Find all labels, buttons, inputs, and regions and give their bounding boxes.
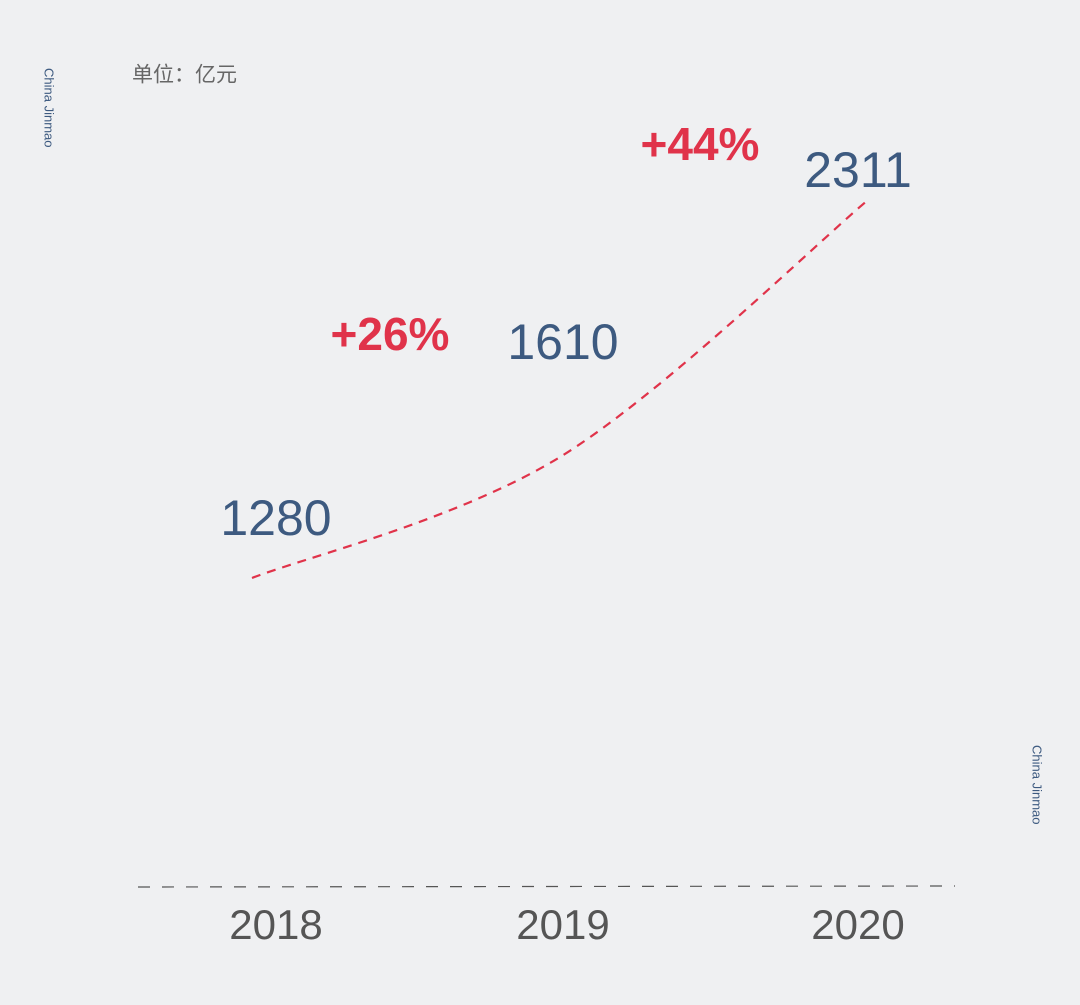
watermark: China Jinmao (1030, 745, 1045, 825)
growth-annotation: +44% (641, 118, 760, 170)
value-label: 2311 (804, 142, 912, 198)
baseline (137, 885, 956, 888)
line (251, 199, 869, 580)
growth-annotation: +26% (331, 308, 450, 360)
x-tick-label: 2019 (516, 901, 609, 948)
value-label: 1610 (507, 314, 618, 370)
unit-label: 单位：亿元 (132, 64, 237, 87)
watermark: China Jinmao (42, 68, 57, 148)
value-label: 1280 (220, 490, 331, 546)
x-tick-label: 2020 (811, 901, 904, 948)
x-tick-label: 2018 (229, 901, 322, 948)
